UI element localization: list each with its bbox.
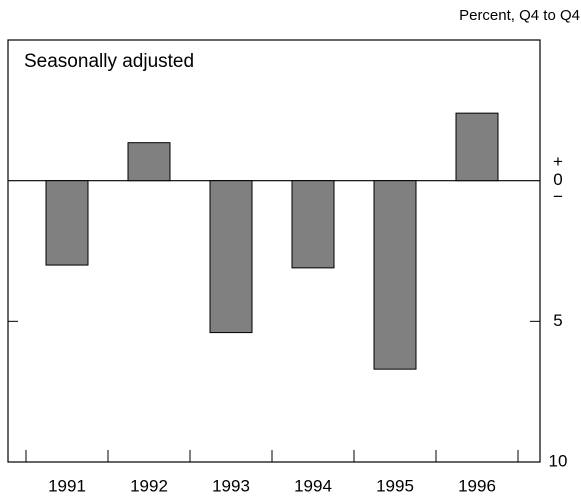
bar bbox=[291, 180, 335, 269]
x-tick-label: 1996 bbox=[458, 476, 496, 495]
unit-label: Percent, Q4 to Q4 bbox=[459, 7, 580, 24]
bar bbox=[455, 112, 499, 182]
y-tick-label: 0 bbox=[553, 170, 562, 189]
x-tick-label: 1994 bbox=[294, 476, 332, 495]
bar bbox=[127, 142, 171, 182]
sign-plus: + bbox=[553, 152, 563, 171]
y-tick-label: 5 bbox=[553, 311, 562, 330]
plot-frame bbox=[7, 39, 541, 463]
annotation: Seasonally adjusted bbox=[24, 51, 194, 72]
x-tick-label: 1991 bbox=[48, 476, 86, 495]
x-tick-label: 1992 bbox=[130, 476, 168, 495]
bar bbox=[45, 180, 89, 266]
x-tick-label: 1995 bbox=[376, 476, 414, 495]
y-tick-label: 10 bbox=[549, 451, 568, 470]
sign-minus: − bbox=[553, 187, 563, 206]
bar bbox=[373, 180, 417, 370]
x-tick-label: 1993 bbox=[212, 476, 250, 495]
bar bbox=[209, 180, 253, 334]
